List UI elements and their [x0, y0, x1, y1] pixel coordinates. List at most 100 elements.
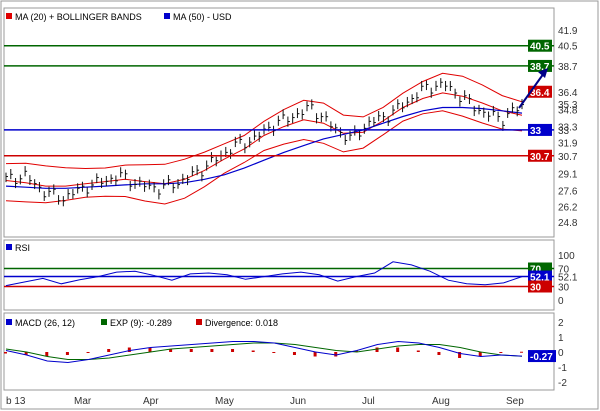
divergence-bar [148, 347, 152, 352]
legend-macd-swatch [6, 319, 12, 325]
level-tag [528, 149, 552, 162]
macd-panel [3, 312, 555, 391]
x-axis-label: b 13 [6, 396, 26, 407]
divergence-bar [169, 349, 173, 352]
target-arrow-head [538, 68, 548, 78]
legend-divergence-label: Divergence: 0.018 [205, 318, 278, 328]
divergence-bar [65, 352, 69, 355]
rsi-level-tag [528, 280, 552, 293]
x-axis-label: Jun [290, 396, 306, 407]
bollinger-upper-line [5, 72, 523, 170]
rsi-level-tag-label: 70 [530, 265, 542, 276]
price-y-tick: 33 [558, 126, 570, 137]
rsi-y-tick: 52.1 [558, 273, 578, 284]
macd-last-tag-label: -0.27 [530, 352, 553, 363]
level-tag-label: 36.4 [530, 88, 550, 99]
rsi-level-tag-label: 30 [530, 283, 542, 294]
rsi-y-tick: 100 [558, 251, 575, 262]
macd-layer: 2 1 0 -1 -2 -0.27 [4, 318, 567, 389]
divergence-bar [189, 349, 193, 352]
divergence-bar [272, 352, 276, 353]
divergence-bar [437, 352, 441, 355]
level-tag [528, 39, 552, 52]
divergence-bar [127, 347, 131, 352]
x-axis-label: Mar [74, 396, 92, 407]
divergence-bar [334, 352, 338, 357]
price-y-tick: 33.3 [558, 123, 578, 134]
x-axis-label: Sep [506, 396, 524, 407]
price-y-tick: 34.8 [558, 106, 578, 117]
divergence-bar [458, 352, 462, 358]
rsi-line [5, 261, 523, 287]
bollinger-lower-line [5, 110, 523, 205]
rsi-panel [3, 239, 555, 311]
legend-rsi-label: RSI [15, 243, 30, 253]
divergence-bar [396, 347, 400, 352]
divergence-bar [520, 351, 523, 353]
divergence-bar [107, 349, 111, 352]
legend-exp-label: EXP (9): -0.289 [110, 318, 172, 328]
divergence-bar [45, 352, 49, 357]
legend-divergence-swatch [196, 319, 202, 325]
level-tag-label: 33 [530, 126, 542, 137]
divergence-bar [478, 352, 482, 357]
macd-y-tick: -2 [558, 378, 567, 389]
x-axis: b 13 Mar Apr May Jun Jul Aug Sep [6, 396, 524, 407]
macd-line [5, 340, 523, 364]
legend-rsi-swatch [6, 244, 12, 250]
price-y-tick: 27.6 [558, 187, 578, 198]
level-tag [528, 85, 552, 98]
x-axis-label: Aug [432, 396, 450, 407]
price-y-tick: 36.4 [558, 88, 578, 99]
macd-y-tick: 1 [558, 333, 564, 344]
price-legend: MA (20) + BOLLINGER BANDS MA (50) - USD [6, 12, 232, 22]
price-y-tick: 40.5 [558, 42, 578, 53]
rsi-legend: RSI [6, 243, 30, 253]
price-y-tick: 31.9 [558, 138, 578, 149]
divergence-bar [86, 352, 90, 353]
x-axis-label: Jul [362, 396, 375, 407]
legend-ma20-label: MA (20) + BOLLINGER BANDS [15, 12, 142, 22]
rsi-y-tick: 70 [558, 265, 570, 276]
level-tag-label: 40.5 [530, 42, 550, 53]
x-axis-label: May [215, 396, 234, 407]
price-y-tick: 41.9 [558, 26, 578, 37]
macd-legend: MACD (26, 12) EXP (9): -0.289 Divergence… [6, 318, 278, 328]
target-arrow [518, 68, 548, 109]
divergence-bar [4, 352, 7, 354]
level-tag [528, 123, 552, 136]
divergence-bar [210, 349, 214, 352]
price-y-tick: 29.1 [558, 170, 578, 181]
macd-y-tick: -1 [558, 363, 567, 374]
legend-ma50-swatch [164, 13, 170, 19]
legend-exp-swatch [101, 319, 107, 325]
target-arrow-shaft [518, 72, 545, 109]
rsi-y-tick: 0 [558, 296, 564, 307]
legend-ma50-label: MA (50) - USD [173, 12, 232, 22]
macd-last-tag [528, 350, 556, 363]
price-y-tick: 38.7 [558, 62, 578, 73]
divergence-bar [292, 352, 296, 355]
divergence-bar [24, 352, 28, 355]
level-tag-label: 30.7 [530, 152, 550, 163]
divergence-bar [499, 352, 503, 353]
price-y-tick: 35.3 [558, 100, 578, 111]
divergence-bar [231, 349, 235, 352]
legend-ma20-swatch [6, 13, 12, 19]
price-y-tick: 24.8 [558, 218, 578, 229]
rsi-level-tag-label: 52.1 [530, 273, 550, 284]
price-y-tick: 26.2 [558, 202, 578, 213]
rsi-y-tick: 30 [558, 283, 570, 294]
divergence-bar [313, 352, 317, 357]
x-axis-label: Apr [143, 396, 159, 407]
macd-y-tick: 2 [558, 318, 564, 329]
price-panel [3, 7, 555, 238]
level-tag-label: 38.7 [530, 62, 550, 73]
divergence-bar [375, 347, 379, 352]
price-y-tick: 30.7 [558, 152, 578, 163]
rsi-level-tag [528, 270, 552, 283]
legend-macd-label: MACD (26, 12) [15, 318, 75, 328]
